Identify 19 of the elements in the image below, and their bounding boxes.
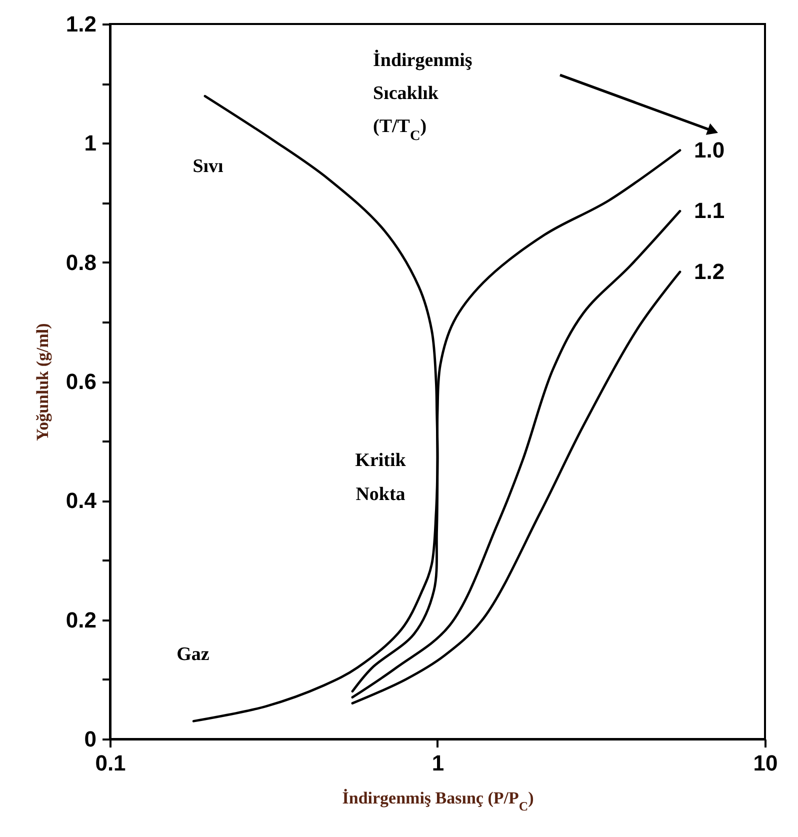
y-tick-label: 1.2 [66, 12, 96, 36]
x-tick-label: 10 [753, 750, 778, 776]
x-tick-label: 1 [432, 750, 444, 776]
legend-label: 1.0 [694, 137, 725, 162]
y-axis-title: Yoğunluk (g/ml) [32, 323, 52, 441]
y-tick-label: 0.4 [66, 488, 98, 514]
x-axis-title: İndirgenmiş Basınç (P/P$_{C}$) [342, 788, 534, 814]
series-label: 1.1 [694, 198, 725, 224]
annotation: İndirgenmiş Sıcaklık (T/T$_{C}$) [373, 49, 472, 144]
y-tick-label: 0.8 [66, 250, 96, 275]
x-tick-label: 0.1 [95, 750, 126, 776]
y-tick-label: 1 [84, 130, 96, 156]
y-tick-label: 0.2 [66, 607, 96, 632]
y-tick-label: 0 [84, 726, 96, 752]
series-label: 1.2 [694, 258, 725, 284]
y-tick-label: 0.6 [66, 369, 96, 394]
annotation: Kritik Nokta [355, 450, 406, 506]
annotation: Sıvı [192, 156, 224, 177]
annotation: Gaz [176, 644, 210, 665]
